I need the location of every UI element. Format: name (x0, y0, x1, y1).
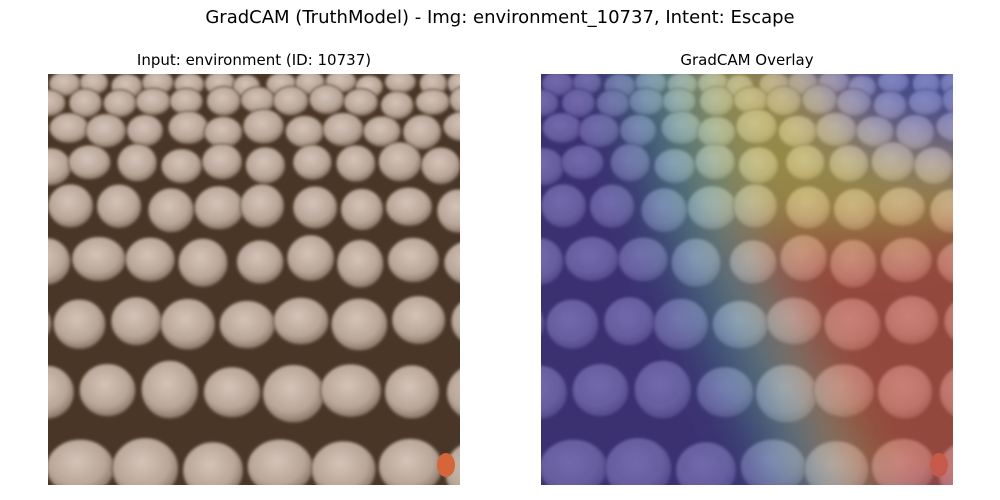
log-end (246, 147, 285, 183)
log-end (220, 301, 275, 349)
log-end (263, 365, 324, 422)
log-end (293, 186, 337, 228)
log-end (148, 188, 193, 232)
log-end (111, 297, 161, 345)
orange-blob (437, 453, 455, 477)
log-end (344, 89, 378, 116)
log-end (321, 364, 381, 416)
log-end (195, 186, 244, 229)
log-end (323, 113, 363, 146)
log-end (118, 144, 157, 181)
log-end (126, 238, 175, 282)
log-end (207, 86, 241, 115)
log-end (274, 298, 329, 345)
log-end (379, 142, 422, 181)
log-end (170, 88, 203, 114)
log-end (97, 185, 141, 228)
log-end (385, 74, 416, 93)
input-image (48, 74, 460, 485)
log-end (48, 184, 93, 227)
gradcam-overlay-image (541, 74, 953, 485)
log-end (286, 116, 324, 147)
log-end (202, 144, 242, 179)
log-end (336, 145, 375, 181)
log-end (127, 115, 163, 146)
log-end (178, 239, 227, 287)
log-end (104, 90, 137, 117)
log-end (54, 299, 106, 348)
log-end (50, 113, 89, 143)
log-end (248, 439, 313, 485)
log-end (72, 237, 125, 281)
log-end (381, 91, 414, 119)
log-end (80, 364, 136, 416)
overlay-panel-title: GradCAM Overlay (541, 50, 953, 70)
log-end (204, 367, 260, 417)
log-end (204, 117, 242, 148)
log-end (237, 240, 284, 283)
log-end (273, 86, 308, 115)
log-end (293, 145, 331, 180)
log-end (241, 87, 275, 113)
log-end (421, 147, 460, 184)
log-end (287, 235, 334, 281)
log-end (142, 361, 198, 419)
log-end (243, 109, 283, 143)
log-end (309, 85, 344, 114)
log-end (168, 111, 208, 144)
log-end (161, 149, 201, 183)
log-end (392, 296, 445, 344)
log-end (341, 189, 383, 230)
log-end (86, 114, 126, 147)
figure-title: GradCAM (TruthModel) - Img: environment_… (0, 6, 1000, 30)
log-end (331, 299, 387, 351)
log-end (161, 299, 215, 350)
log-end (385, 365, 439, 418)
log-end (240, 184, 284, 227)
log-end (388, 238, 439, 282)
input-panel-title: Input: environment (ID: 10737) (48, 50, 460, 70)
log-end (136, 88, 171, 115)
log-end (386, 187, 432, 225)
log-end (416, 89, 450, 115)
log-end (337, 240, 383, 288)
log-end (68, 145, 110, 179)
